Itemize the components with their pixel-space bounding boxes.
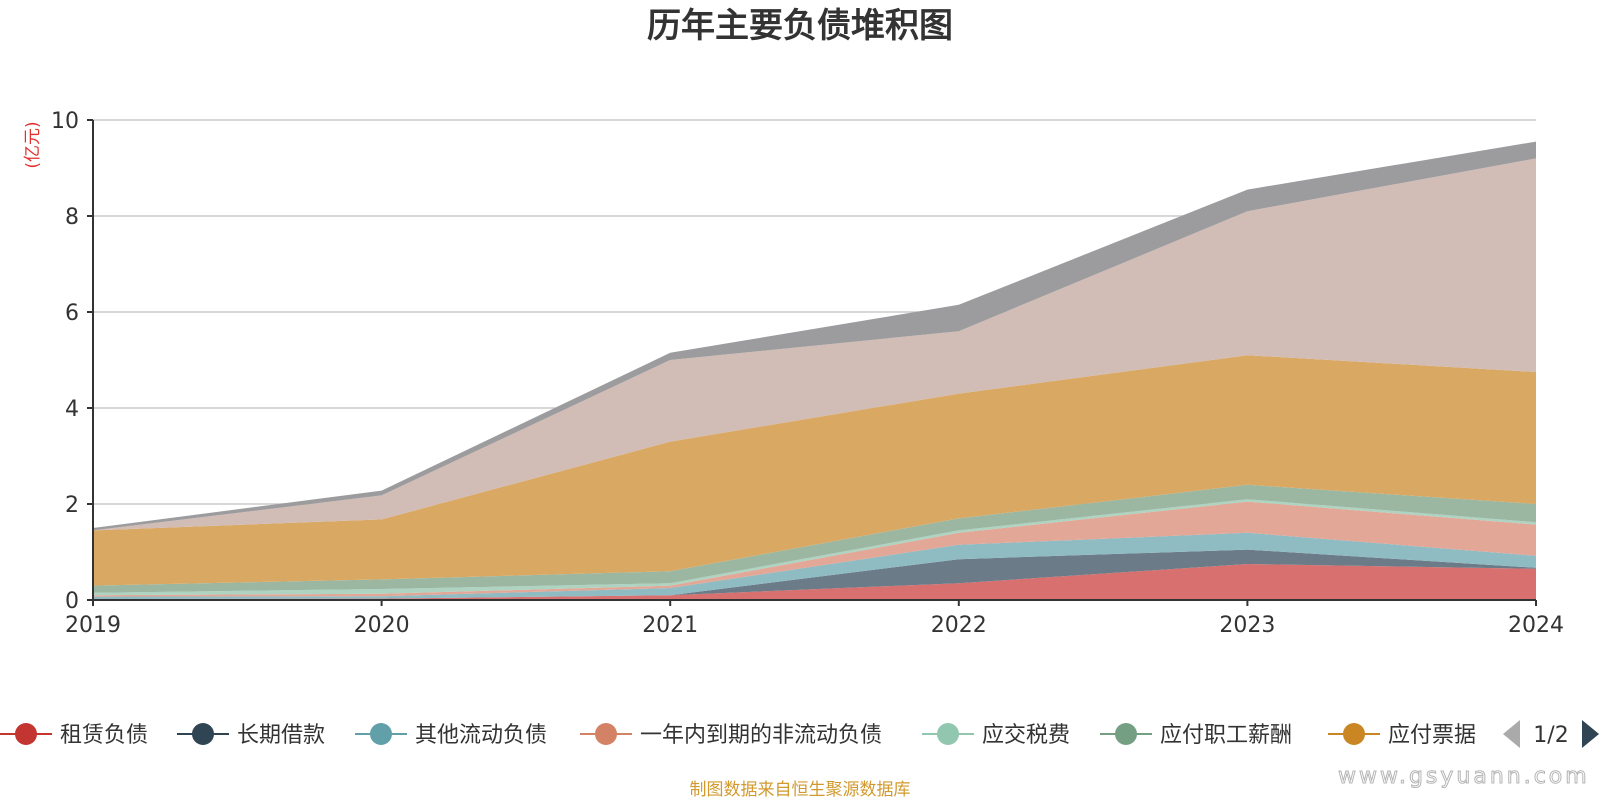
x-tick-label: 2022: [931, 613, 987, 638]
legend-item[interactable]: 其他流动负债: [355, 723, 547, 748]
area-series-group: [93, 141, 1536, 600]
source-note: 制图数据来自恒生聚源数据库: [690, 780, 911, 800]
area-series: [93, 501, 1536, 597]
x-tick-label: 2019: [65, 613, 121, 638]
axes: 0 2 4 6 8 10 2019 2020 2021 2022 2023 2024: [51, 109, 1564, 638]
area-series: [93, 532, 1536, 599]
area-series: [93, 549, 1536, 599]
legend-pager: 1/2: [1503, 720, 1599, 748]
y-tick-label: 4: [65, 397, 79, 422]
area-series: [93, 355, 1536, 586]
y-tick-label: 2: [65, 493, 79, 518]
y-tick-label: 6: [65, 301, 79, 326]
legend-circle-icon: [937, 723, 959, 745]
legend-item[interactable]: 租赁负债: [0, 723, 148, 748]
legend-circle-icon: [15, 723, 37, 745]
legend-item[interactable]: 长期借款: [177, 723, 325, 748]
legend-circle-icon: [595, 723, 617, 745]
area-series: [93, 484, 1536, 593]
watermark: www.gsyuann.com: [1338, 764, 1590, 789]
legend: 租赁负债 长期借款 其他流动负债 一年内到期的非流动负债 应交税费 应付职工薪酬 应付票据: [0, 723, 1476, 748]
legend-item[interactable]: 应付票据: [1328, 723, 1476, 748]
legend-label: 其他流动负债: [415, 723, 547, 748]
y-tick-label: 10: [51, 109, 79, 134]
chart-title: 历年主要负债堆积图: [647, 6, 953, 46]
area-series: [93, 158, 1536, 531]
x-tick-label: 2023: [1219, 613, 1275, 638]
legend-circle-icon: [192, 723, 214, 745]
legend-circle-icon: [1343, 723, 1365, 745]
legend-item[interactable]: 应交税费: [922, 723, 1070, 748]
legend-circle-icon: [370, 723, 392, 745]
legend-label: 一年内到期的非流动负债: [640, 723, 882, 748]
pager-next-icon[interactable]: [1582, 720, 1599, 748]
x-tick-label: 2024: [1508, 613, 1564, 638]
area-series: [93, 141, 1536, 531]
area-series: [93, 564, 1536, 600]
legend-label: 应付职工薪酬: [1160, 723, 1292, 748]
legend-circle-icon: [1115, 723, 1137, 745]
x-tick-label: 2020: [354, 613, 410, 638]
x-tick-label: 2021: [642, 613, 698, 638]
y-axis-unit-label: (亿元): [23, 121, 43, 168]
legend-label: 应交税费: [982, 723, 1070, 748]
legend-item[interactable]: 一年内到期的非流动负债: [580, 723, 882, 748]
pager-page-text: 1/2: [1533, 723, 1568, 748]
y-tick-label: 0: [65, 589, 79, 614]
y-tick-label: 8: [65, 205, 79, 230]
legend-label: 租赁负债: [60, 723, 148, 748]
legend-label: 长期借款: [237, 723, 325, 748]
pager-prev-icon[interactable]: [1503, 720, 1520, 748]
legend-label: 应付票据: [1388, 723, 1476, 748]
legend-item[interactable]: 应付职工薪酬: [1100, 723, 1292, 748]
